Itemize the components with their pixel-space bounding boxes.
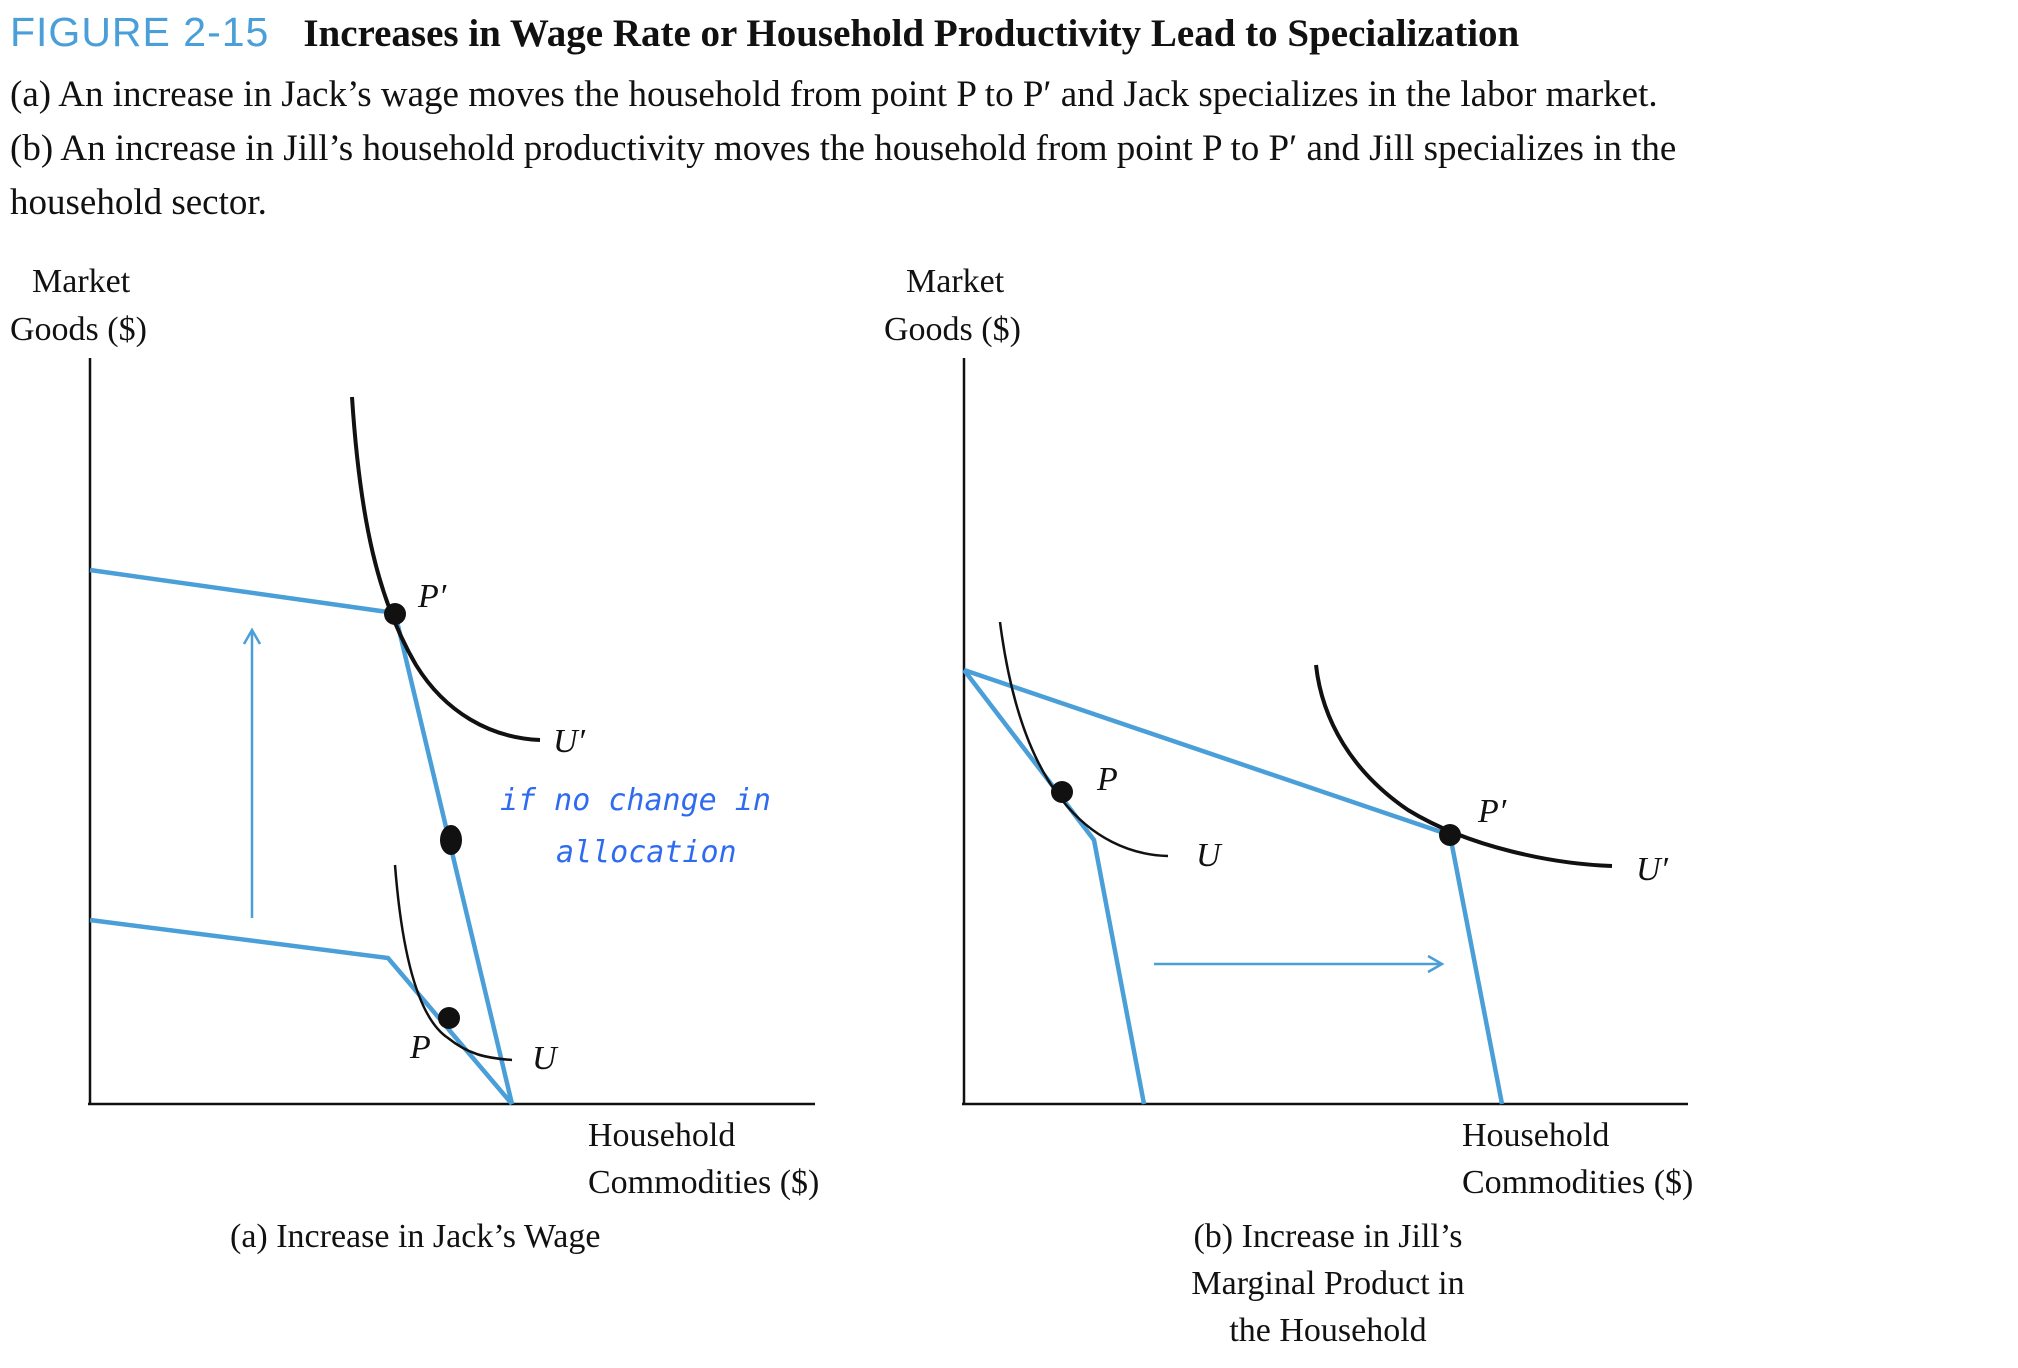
panel-b-point-p bbox=[1051, 781, 1073, 803]
panel-a-x-axis-label-line-1: Household bbox=[588, 1117, 735, 1154]
panel-a-indifference-curve-u bbox=[393, 864, 513, 1062]
panel-b-point-p-prime-label: P′ bbox=[1477, 793, 1507, 830]
panel-b: Market Goods ($) Household Commodities (… bbox=[884, 263, 1693, 1349]
panel-a-point-p-prime bbox=[384, 603, 406, 625]
panel-a-handwritten-note-line-1: if no change in bbox=[500, 783, 771, 818]
panel-b-caption-line-3: the Household bbox=[1229, 1312, 1426, 1349]
figure-header: FIGURE 2-15 Increases in Wage Rate or Hou… bbox=[10, 6, 2010, 230]
panel-b-x-axis-label-line-1: Household bbox=[1462, 1117, 1609, 1154]
panel-a-y-axis-label-line-2: Goods ($) bbox=[10, 311, 147, 348]
figure-caption-line-1: (a) An increase in Jack’s wage moves the… bbox=[10, 74, 1658, 115]
panel-a-point-p-label: P bbox=[409, 1029, 431, 1066]
panel-b-new-budget-line bbox=[963, 667, 1505, 1105]
panel-b-y-axis-label-line-2: Goods ($) bbox=[884, 311, 1021, 348]
panel-b-point-p-prime bbox=[1439, 824, 1461, 846]
panel-a-point-p bbox=[438, 1007, 460, 1029]
panel-a-caption: (a) Increase in Jack’s Wage bbox=[230, 1218, 600, 1255]
panel-b-initial-budget-line bbox=[962, 668, 1147, 1105]
panel-a-point-p-prime-label: P′ bbox=[417, 578, 447, 615]
panel-a-indifference-curve-u-prime bbox=[350, 396, 541, 742]
panel-b-curve-u-prime-label: U′ bbox=[1636, 851, 1669, 888]
panel-a-handwritten-note-line-2: allocation bbox=[556, 835, 737, 870]
panel-a-handdrawn-dot bbox=[440, 825, 462, 855]
panel-b-caption-line-1: (b) Increase in Jill’s bbox=[1193, 1218, 1462, 1255]
panel-b-curve-u-label: U bbox=[1196, 837, 1223, 874]
panel-a-y-axis-label-line-1: Market bbox=[32, 263, 131, 300]
panel-b-caption-line-2: Marginal Product in bbox=[1191, 1265, 1464, 1302]
figure-number: FIGURE 2-15 bbox=[10, 9, 270, 55]
panel-b-x-axis-label-line-2: Commodities ($) bbox=[1462, 1164, 1693, 1201]
figure-caption-line-2: (b) An increase in Jill’s household prod… bbox=[10, 128, 1677, 169]
panel-a-curve-u-label: U bbox=[532, 1040, 559, 1077]
panel-b-y-axis-label-line-1: Market bbox=[906, 263, 1005, 300]
figure-title: Increases in Wage Rate or Household Prod… bbox=[303, 12, 1520, 55]
figure-heading: FIGURE 2-15 Increases in Wage Rate or Hou… bbox=[10, 6, 2010, 68]
figure-caption-line-3: household sector. bbox=[10, 182, 267, 223]
panel-a-curve-u-prime-label: U′ bbox=[553, 723, 586, 760]
panel-b-point-p-label: P bbox=[1096, 761, 1118, 798]
panel-b-indifference-curve-u bbox=[998, 621, 1169, 858]
panel-b-indifference-curve-u-prime bbox=[1314, 664, 1613, 868]
panel-a: Market Goods ($) Household Commodities (… bbox=[10, 263, 819, 1255]
panel-a-initial-budget-line bbox=[89, 917, 514, 1106]
panel-a-x-axis-label-line-2: Commodities ($) bbox=[588, 1164, 819, 1201]
